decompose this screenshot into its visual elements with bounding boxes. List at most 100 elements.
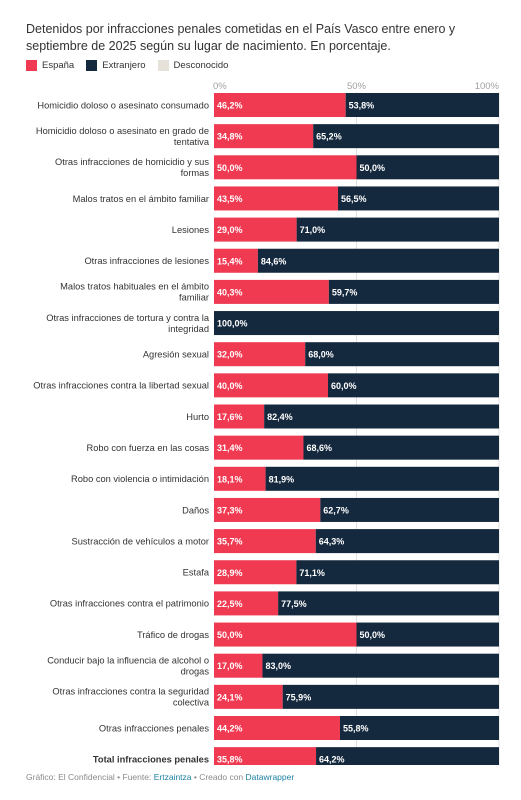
category-label: Sustracción de vehículos a motor: [72, 536, 209, 546]
bar-espana: [214, 466, 266, 491]
data-label-extranjero: 59,7%: [332, 287, 358, 297]
data-label-espana: 24,1%: [217, 692, 243, 702]
category-label: tentativa: [174, 137, 210, 147]
data-label-extranjero: 50,0%: [360, 163, 386, 173]
category-label: Total infracciones penales: [93, 754, 209, 764]
data-label-espana: 40,3%: [217, 287, 243, 297]
category-label: Malos tratos en el ámbito familiar: [73, 194, 209, 204]
bar-espana: [214, 93, 346, 117]
legend-label-espana: España: [42, 59, 75, 71]
footer: Gráfico: El Confidencial • Fuente: Ertza…: [26, 772, 294, 782]
category-label: Otras infracciones contra la seguridad: [52, 687, 209, 697]
bar-espana: [214, 497, 321, 522]
data-label-espana: 34,8%: [217, 132, 243, 142]
bar-extranjero: [264, 404, 499, 429]
bar-extranjero: [345, 93, 499, 117]
bar-extranjero: [313, 124, 499, 149]
category-label: Otras infracciones de homicidio y sus: [55, 157, 209, 167]
data-label-extranjero: 64,2%: [319, 755, 345, 765]
data-label-espana: 40,0%: [217, 381, 243, 391]
bar-extranjero: [356, 622, 499, 647]
data-label-espana: 18,1%: [217, 474, 243, 484]
data-label-extranjero: 53,8%: [349, 101, 375, 111]
bar-extranjero: [265, 466, 499, 491]
bar-espana: [214, 622, 357, 647]
bar-espana: [214, 124, 314, 149]
category-label: Hurto: [186, 412, 209, 422]
legend-swatch-espana: [26, 59, 37, 71]
legend-item-extranjero: Extranjero: [86, 59, 146, 71]
bar-extranjero: [320, 497, 499, 522]
bar-extranjero: [356, 155, 499, 180]
bar-extranjero: [316, 747, 499, 765]
data-label-extranjero: 68,0%: [308, 350, 334, 360]
bar-extranjero: [315, 529, 499, 554]
bar-extranjero: [303, 435, 499, 460]
category-label: drogas: [181, 667, 210, 677]
datawrapper-link[interactable]: Datawrapper: [245, 772, 295, 782]
x-tick-label: 0%: [213, 81, 227, 92]
bar-extranjero: [296, 560, 499, 585]
data-label-extranjero: 62,7%: [323, 505, 349, 515]
legend: España Extranjero Desconocido: [26, 58, 240, 72]
data-label-espana: 32,0%: [217, 350, 243, 360]
category-label: Malos tratos habituales en el ámbito: [60, 282, 209, 292]
data-label-espana: 22,5%: [217, 599, 243, 609]
data-label-espana: 29,0%: [217, 225, 243, 235]
data-label-extranjero: 71,1%: [299, 568, 325, 578]
legend-label-desconocido: Desconocido: [173, 59, 229, 71]
data-label-extranjero: 81,9%: [269, 474, 295, 484]
category-label: Estafa: [183, 568, 210, 578]
bar-espana: [214, 716, 340, 740]
data-label-extranjero: 56,5%: [341, 194, 367, 204]
chart-title: Detenidos por infracciones penales comet…: [26, 22, 456, 53]
data-label-espana: 46,2%: [217, 101, 243, 111]
category-label: Otras infracciones contra el patrimonio: [50, 599, 209, 609]
bar-espana: [214, 373, 328, 398]
category-label: Daños: [182, 505, 209, 515]
x-tick-label: 50%: [347, 81, 367, 92]
category-label: Lesiones: [172, 225, 210, 235]
category-label: integridad: [168, 324, 209, 334]
category-label: Tráfico de drogas: [137, 630, 209, 640]
bar-extranjero: [214, 311, 499, 336]
bar-extranjero: [339, 716, 499, 740]
legend-swatch-extranjero: [86, 59, 98, 71]
data-label-extranjero: 55,8%: [343, 724, 369, 734]
category-label: familiar: [179, 293, 209, 303]
category-label: Otras infracciones contra la libertad se…: [33, 381, 209, 391]
footer-middle: • Creado con: [191, 772, 246, 782]
data-label-espana: 17,6%: [217, 412, 243, 422]
bar-espana: [214, 404, 265, 429]
bar-espana: [214, 279, 329, 304]
data-label-espana: 17,0%: [217, 661, 243, 671]
bar-chart: 0% 50% 100% 46,2% 53,8% Homicidio doloso o as…: [33, 81, 500, 765]
bar-extranjero: [328, 373, 499, 398]
category-label: Conducir bajo la influencia de alcohol o: [47, 656, 209, 666]
data-label-extranjero: 75,9%: [286, 692, 312, 702]
bar-extranjero: [262, 653, 499, 678]
legend-label-extranjero: Extranjero: [102, 59, 146, 71]
category-label: Homicidio doloso o asesinato en grado de: [36, 126, 209, 136]
data-label-espana: 43,5%: [217, 194, 243, 204]
bar-extranjero: [305, 342, 499, 367]
bar-espana: [214, 155, 357, 180]
data-label-extranjero: 60,0%: [331, 381, 357, 391]
category-label: Agresión sexual: [143, 350, 209, 360]
bar-extranjero: [337, 186, 499, 211]
bar-espana: [214, 560, 297, 585]
data-label-extranjero: 64,3%: [319, 537, 345, 547]
bar-extranjero: [282, 684, 499, 709]
bar-extranjero: [257, 248, 499, 273]
legend-item-desconocido: Desconocido: [157, 59, 229, 71]
bar-extranjero: [328, 279, 499, 304]
data-label-espana: 37,3%: [217, 505, 243, 515]
bar-espana: [214, 747, 317, 765]
category-label: Otras infracciones de tortura y contra l…: [46, 313, 210, 323]
category-label: Otras infracciones penales: [99, 723, 209, 733]
bar-espana: [214, 186, 338, 211]
category-label: Robo con fuerza en las cosas: [87, 443, 210, 453]
data-label-extranjero: 100,0%: [217, 319, 248, 329]
data-label-extranjero: 50,0%: [360, 630, 386, 640]
source-link[interactable]: Ertzaintza: [153, 772, 192, 782]
